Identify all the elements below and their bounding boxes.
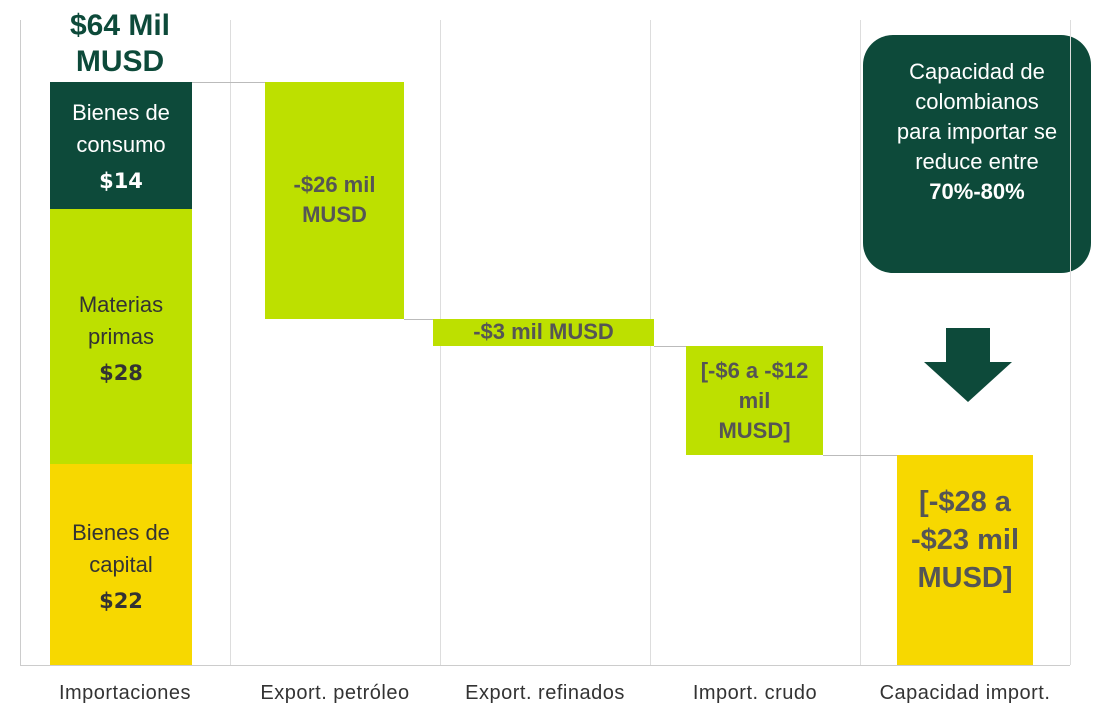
callout: Capacidad de colombianos para importar s… [863,35,1091,273]
down-arrow [924,328,1012,402]
connector [823,455,897,457]
segment-name: Materias primas [78,291,164,349]
connector [654,346,686,347]
total-label: $64 Mil MUSD [69,9,171,78]
step-label: -$26 mil MUSD [293,172,376,228]
segment-name: Bienes de capital [72,519,170,577]
x-tick-label: Capacidad import. [879,682,1051,704]
segment-value: $28 [99,360,143,385]
column-separator [860,20,861,665]
stack-bar: Materias primas $28 [50,209,192,465]
step-label: [-$6 a -$12 mil MUSD] [700,357,809,443]
step-bar: [-$6 a -$12 mil MUSD] [686,346,823,456]
x-tick-label: Import. crudo [692,682,818,704]
column-separator [230,20,231,665]
segment-value: $22 [99,588,143,613]
axis-line [20,20,21,665]
axis-line [20,665,1070,666]
segment-name: Bienes de consumo [72,100,170,158]
segment-value: $14 [99,169,143,194]
stack-bar: Bienes de capital $22 [50,464,192,665]
connector [404,318,433,320]
callout-text: Capacidad de colombianos para importar s… [896,59,1058,174]
step-bar: -$3 mil MUSD [433,318,654,346]
connector [192,81,265,83]
result-bar: [-$28 a -$23 mil MUSD] [897,455,1033,665]
x-tick-label: Export. petróleo [260,682,410,704]
result-label: [-$28 a -$23 mil MUSD] [911,486,1019,595]
stack-bar: Bienes de consumo $14 [50,81,192,210]
x-tick-label: Importaciones [58,682,192,704]
axis-line [1070,20,1071,665]
callout-bold: 70%-80% [929,179,1025,204]
step-bar: -$26 mil MUSD [265,81,404,319]
x-tick-label: Export. refinados [465,682,625,704]
step-label: -$3 mil MUSD [473,319,614,345]
